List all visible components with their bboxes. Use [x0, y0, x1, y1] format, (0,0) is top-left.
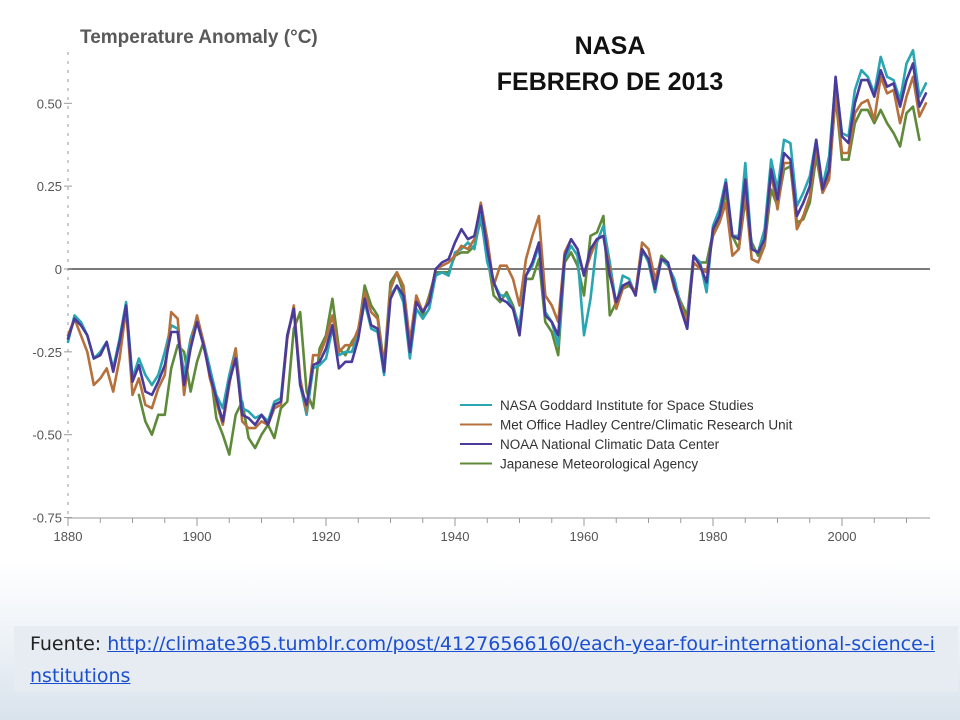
series-line	[66, 62, 928, 427]
source-citation-box: Fuente: http://climate365.tumblr.com/pos…	[14, 626, 958, 692]
x-tick-label: 2000	[828, 529, 857, 544]
plot-background	[0, 0, 960, 560]
y-tick-label: 0.50	[37, 96, 62, 111]
legend-label: NOAA National Climatic Data Center	[500, 437, 720, 452]
temperature-anomaly-chart: Temperature Anomaly (°C) -0.75 -0.50 -0.25…	[0, 0, 960, 560]
slide-title-line2: FEBRERO DE 2013	[496, 68, 724, 96]
legend-label: Japanese Meteorological Agency	[500, 457, 698, 472]
slide-title: NASA FEBRERO DE 2013	[430, 28, 790, 100]
y-tick-label: -0.75	[32, 511, 62, 526]
x-tick-label: 1920	[312, 529, 341, 544]
legend-label: NASA Goddard Institute for Space Studies	[500, 398, 754, 413]
y-tick-label: 0	[55, 262, 62, 277]
x-tick-label: 1960	[570, 529, 599, 544]
y-tick-label: -0.25	[32, 345, 62, 360]
chart-svg: Temperature Anomaly (°C) -0.75 -0.50 -0.25…	[0, 0, 960, 560]
source-link[interactable]: http://climate365.tumblr.com/post/412765…	[30, 633, 935, 687]
series-line	[137, 95, 921, 456]
x-tick-label: 1940	[441, 529, 470, 544]
y-tick-label: -0.50	[32, 428, 62, 443]
axes-layer: -0.75 -0.50 -0.25 0 0.25 0.50 1880 1900 1920 1940…	[32, 52, 930, 544]
x-tick-label: 1980	[699, 529, 728, 544]
slide-title-line1: NASA	[574, 32, 646, 60]
chart-title: Temperature Anomaly (°C)	[80, 27, 318, 48]
x-tick-label: 1900	[183, 529, 212, 544]
legend-label: Met Office Hadley Centre/Climatic Resear…	[500, 418, 793, 433]
source-label: Fuente:	[30, 633, 108, 655]
legend: NASA Goddard Institute for Space Studies…	[460, 398, 793, 472]
y-tick-label: 0.25	[37, 179, 62, 194]
series-layer	[66, 48, 928, 456]
x-tick-label: 1880	[54, 529, 83, 544]
